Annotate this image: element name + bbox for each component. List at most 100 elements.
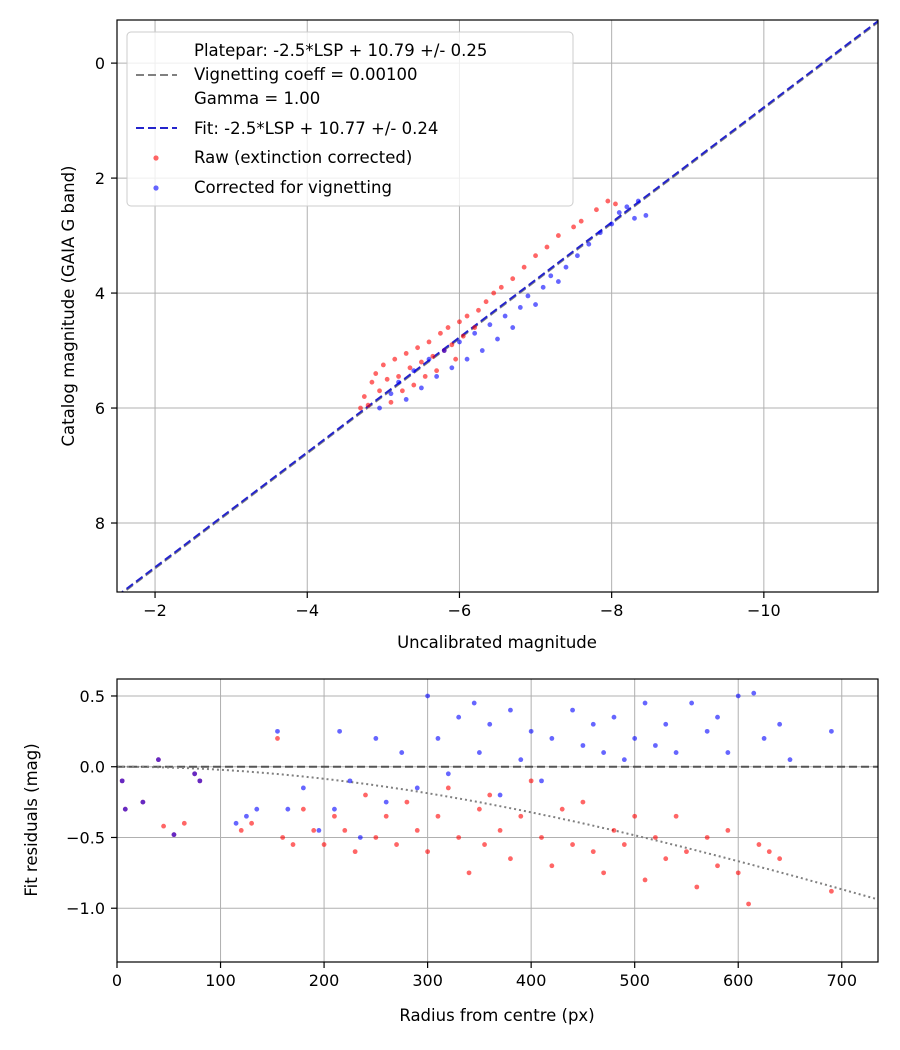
data-point [357, 835, 363, 840]
data-point [156, 757, 161, 763]
data-point [518, 813, 524, 819]
legend-corrected-label: Corrected for vignetting [194, 178, 392, 197]
data-point [580, 743, 586, 748]
x-tick-label: 600 [723, 971, 754, 990]
data-point [369, 379, 375, 385]
data-point [161, 823, 166, 829]
data-point [249, 820, 254, 826]
data-point [358, 405, 363, 411]
data-point [518, 757, 524, 763]
data-point [377, 405, 382, 411]
data-point [635, 198, 641, 204]
bottom-x-ticks: 0 100 200 300 400 500 600 700 [112, 962, 857, 990]
data-point [725, 750, 731, 755]
data-point [435, 813, 441, 819]
data-point [586, 241, 592, 247]
data-point [715, 863, 720, 869]
data-point [544, 244, 550, 250]
data-point [122, 806, 128, 812]
data-point [497, 828, 503, 833]
data-point [704, 835, 710, 840]
data-point [575, 253, 580, 259]
data-point [601, 870, 607, 876]
data-point [426, 356, 432, 362]
data-point [497, 792, 503, 798]
data-point [373, 736, 379, 741]
legend-corrected-marker [153, 185, 159, 191]
y-tick-label: 2 [95, 169, 105, 188]
data-point [621, 757, 627, 763]
data-point [533, 253, 538, 259]
data-point [352, 849, 358, 855]
data-point [464, 356, 470, 362]
data-point [337, 728, 343, 734]
data-point [347, 778, 353, 784]
data-point [487, 721, 493, 727]
data-point [363, 792, 368, 798]
data-point [380, 362, 386, 368]
data-point [621, 842, 627, 847]
bottom-y-ticks: 0.5 0.0 −0.5 −1.0 [66, 687, 117, 918]
fit-line [120, 20, 878, 592]
data-point [238, 828, 244, 833]
data-point [441, 348, 447, 353]
data-point [396, 374, 401, 379]
data-point [517, 305, 523, 310]
vignetting-curve [117, 765, 878, 901]
data-point [761, 736, 767, 741]
data-point [476, 307, 481, 313]
data-point [663, 721, 669, 727]
data-point [407, 365, 413, 371]
y-tick-label: −1.0 [66, 899, 105, 918]
data-point [321, 842, 327, 847]
data-point [383, 799, 389, 805]
data-point [756, 842, 762, 847]
data-point [704, 728, 710, 734]
bottom-scatter-points [119, 690, 834, 907]
top-x-ticks: −2 −4 −6 −8 −10 [143, 592, 781, 620]
legend-raw-label: Raw (extinction corrected) [194, 148, 412, 167]
data-point [388, 399, 394, 405]
data-point [181, 820, 187, 826]
data-point [508, 707, 513, 713]
data-point [403, 397, 409, 402]
data-point [316, 828, 322, 833]
data-point [342, 828, 348, 833]
data-point [528, 728, 534, 734]
data-point [311, 828, 317, 833]
data-point [663, 856, 669, 862]
data-point [673, 750, 679, 755]
data-point [285, 806, 291, 812]
data-point [502, 313, 508, 319]
data-point [684, 849, 689, 855]
data-point [611, 714, 617, 720]
data-point [495, 336, 500, 342]
data-point [624, 204, 630, 210]
data-point [383, 813, 389, 819]
x-tick-label: −2 [143, 601, 167, 620]
data-point [777, 856, 783, 862]
data-point [414, 785, 420, 791]
data-point [563, 264, 569, 270]
x-tick-label: 200 [309, 971, 340, 990]
data-point [609, 221, 615, 227]
data-point [411, 368, 417, 374]
x-tick-label: −6 [448, 601, 472, 620]
y-tick-label: 6 [95, 399, 105, 418]
data-point [425, 849, 431, 855]
data-point [777, 721, 783, 727]
top-fit-lines [120, 20, 878, 592]
data-point [464, 313, 470, 319]
data-point [414, 828, 420, 833]
data-point [525, 293, 531, 299]
x-tick-label: −10 [747, 601, 781, 620]
data-point [332, 813, 337, 819]
data-point [275, 736, 280, 741]
x-tick-label: 0 [112, 971, 122, 990]
data-point [411, 382, 417, 388]
data-point [449, 342, 455, 348]
data-point [725, 828, 731, 833]
x-tick-label: 500 [619, 971, 650, 990]
data-point [611, 828, 617, 833]
data-point [829, 728, 834, 734]
